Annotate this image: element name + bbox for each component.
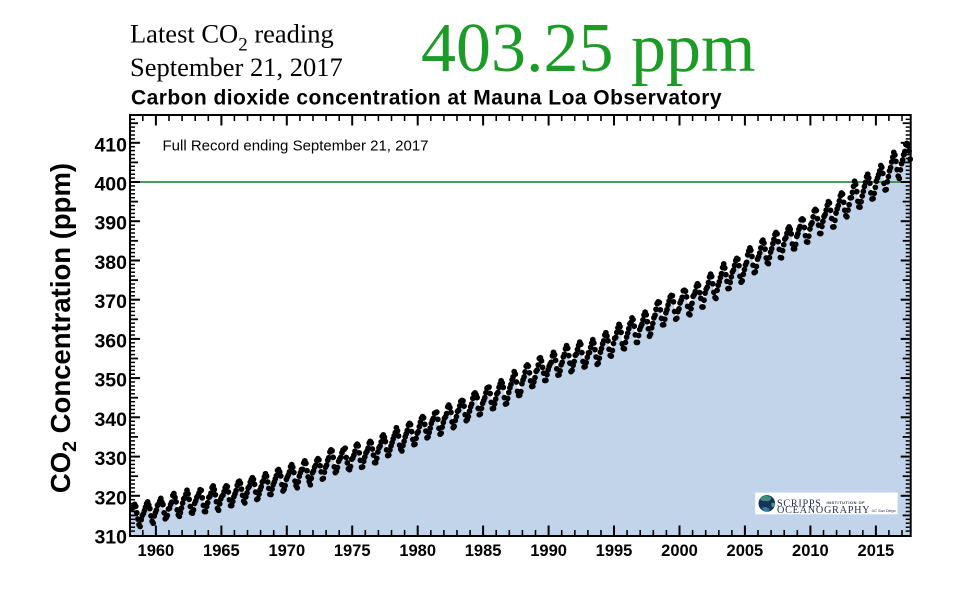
svg-text:Carbon dioxide concentration a: Carbon dioxide concentration at Mauna Lo… xyxy=(131,87,722,110)
svg-text:380: 380 xyxy=(94,252,127,274)
svg-text:400: 400 xyxy=(94,174,127,196)
svg-text:INSTITUTION OF: INSTITUTION OF xyxy=(827,500,866,505)
svg-text:1985: 1985 xyxy=(465,542,502,560)
svg-text:1965: 1965 xyxy=(203,542,240,560)
svg-text:CO2 Concentration (ppm): CO2 Concentration (ppm) xyxy=(45,163,81,493)
svg-text:Full Record ending September 2: Full Record ending September 21, 2017 xyxy=(163,138,429,155)
svg-text:330: 330 xyxy=(94,448,127,470)
svg-text:1970: 1970 xyxy=(268,542,305,560)
svg-text:320: 320 xyxy=(94,487,127,509)
svg-text:370: 370 xyxy=(94,291,127,313)
svg-text:1995: 1995 xyxy=(596,542,633,560)
svg-text:2010: 2010 xyxy=(792,542,829,560)
svg-text:September 21, 2017: September 21, 2017 xyxy=(130,52,343,82)
svg-text:310: 310 xyxy=(94,527,127,549)
svg-text:2000: 2000 xyxy=(661,542,698,560)
svg-text:340: 340 xyxy=(94,409,127,431)
svg-text:SCRIPPS: SCRIPPS xyxy=(777,498,822,509)
svg-text:1980: 1980 xyxy=(399,542,436,560)
svg-text:390: 390 xyxy=(94,213,127,235)
svg-text:410: 410 xyxy=(94,134,127,156)
svg-text:1990: 1990 xyxy=(530,542,567,560)
svg-text:UC San Diego: UC San Diego xyxy=(872,509,896,513)
svg-text:OCEANOGRAPHY: OCEANOGRAPHY xyxy=(777,505,870,516)
svg-text:350: 350 xyxy=(94,370,127,392)
svg-text:360: 360 xyxy=(94,330,127,352)
svg-text:1975: 1975 xyxy=(334,542,371,560)
svg-text:403.25 ppm: 403.25 ppm xyxy=(421,10,755,87)
svg-text:2005: 2005 xyxy=(727,542,764,560)
svg-text:1960: 1960 xyxy=(138,542,175,560)
svg-text:2015: 2015 xyxy=(858,542,895,560)
